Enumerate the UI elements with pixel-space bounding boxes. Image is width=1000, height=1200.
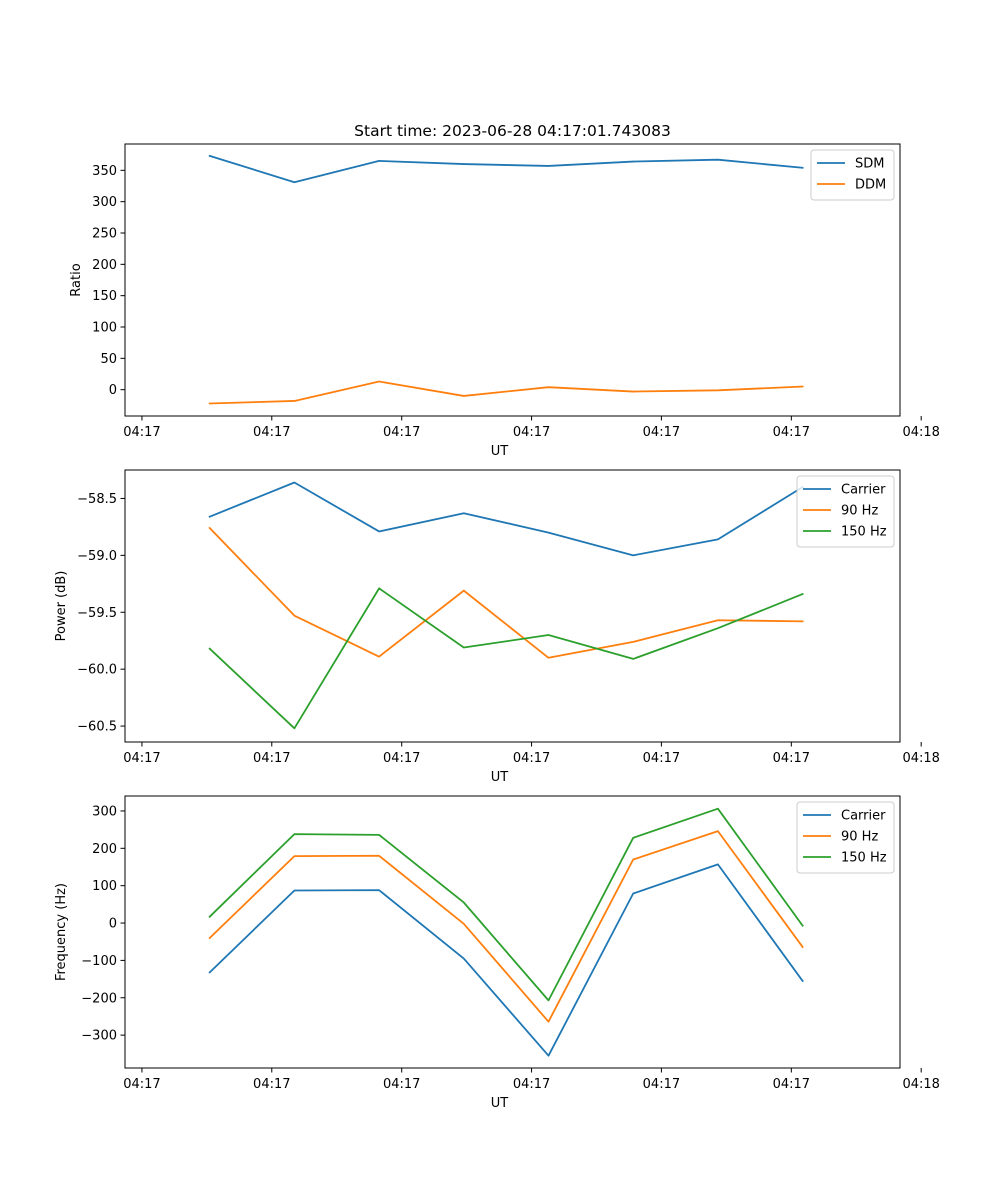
legend-entry-label: 90 Hz [841, 830, 878, 845]
plot-frame [124, 143, 901, 417]
y-tick-label: −60.5 [77, 720, 117, 735]
legend-entry-label: 90 Hz [841, 504, 878, 519]
y-tick-label: 350 [92, 164, 117, 179]
y-tick-label: 100 [92, 321, 117, 336]
x-tick-label: 04:17 [773, 425, 810, 440]
x-tick-label: 04:17 [513, 1077, 550, 1092]
x-tick-label: 04:17 [383, 1077, 420, 1092]
x-tick-label: 04:17 [643, 1077, 680, 1092]
x-axis-label: UT [491, 1096, 509, 1111]
series-line-90-hz [208, 526, 804, 659]
plot-frame [124, 469, 901, 743]
legend: SDM DDM [810, 149, 895, 201]
y-tick-label: −58.5 [77, 492, 117, 507]
x-tick-label: 04:17 [123, 425, 160, 440]
x-axis-label: UT [491, 770, 509, 785]
legend-entry-label: 150 Hz [841, 851, 887, 866]
x-tick-label: 04:18 [902, 425, 939, 440]
x-tick-label: 04:17 [773, 751, 810, 766]
series-line-ddm [208, 380, 804, 405]
y-tick-label: 0 [109, 383, 117, 398]
legend: Carrier 90 Hz 150 Hz [796, 475, 895, 548]
y-tick-label: 100 [92, 879, 117, 894]
y-tick-label: −59.0 [77, 549, 117, 564]
legend-entry-label: DDM [855, 178, 886, 193]
legend-frame [796, 801, 895, 874]
x-axis-label: UT [491, 444, 509, 459]
y-tick-label: −100 [81, 954, 117, 969]
series-line-150-hz [208, 807, 804, 1002]
series-line-90-hz [208, 830, 804, 1023]
y-tick-label: 200 [92, 842, 117, 857]
x-tick-label: 04:17 [773, 1077, 810, 1092]
y-tick-label: 200 [92, 258, 117, 273]
legend-entry-label: SDM [855, 157, 884, 172]
x-tick-label: 04:17 [643, 751, 680, 766]
x-tick-label: 04:17 [513, 751, 550, 766]
y-axis-label: Ratio [69, 263, 84, 296]
chart-panel-1: Start time: 2023-06-28 04:17:01.743083 04… [69, 122, 940, 459]
legend-entry-label: Carrier [841, 483, 886, 498]
y-axis-label: Frequency (Hz) [54, 883, 69, 981]
x-tick-label: 04:17 [123, 751, 160, 766]
chart-title: Start time: 2023-06-28 04:17:01.743083 [354, 122, 671, 140]
x-tick-label: 04:17 [513, 425, 550, 440]
y-tick-label: −300 [81, 1029, 117, 1044]
x-tick-label: 04:18 [902, 751, 939, 766]
y-tick-label: −60.0 [77, 663, 117, 678]
x-tick-label: 04:17 [253, 1077, 290, 1092]
series-line-carrier [208, 481, 804, 557]
x-tick-label: 04:17 [383, 425, 420, 440]
legend-entry-label: Carrier [841, 809, 886, 824]
x-tick-label: 04:17 [253, 425, 290, 440]
y-tick-label: −59.5 [77, 606, 117, 621]
series-line-150-hz [208, 587, 804, 730]
chart-panel-2: 04:17 04:17 04:17 04:17 04:17 04:17 04:18 −60.5… [54, 469, 940, 785]
x-tick-label: 04:17 [643, 425, 680, 440]
y-axis-label: Power (dB) [54, 571, 69, 642]
series-line-carrier [208, 863, 804, 1057]
x-tick-label: 04:17 [123, 1077, 160, 1092]
legend-entry-label: 150 Hz [841, 525, 887, 540]
x-tick-label: 04:17 [253, 751, 290, 766]
x-tick-label: 04:18 [902, 1077, 939, 1092]
legend: Carrier 90 Hz 150 Hz [796, 801, 895, 874]
chart-panel-3: 04:17 04:17 04:17 04:17 04:17 04:17 04:18 −300 −… [54, 795, 940, 1111]
y-tick-label: −200 [81, 991, 117, 1006]
y-tick-label: 250 [92, 226, 117, 241]
y-tick-label: 150 [92, 289, 117, 304]
plot-frame [124, 795, 901, 1069]
y-tick-label: 300 [92, 804, 117, 819]
series-line-sdm [208, 154, 804, 184]
x-tick-label: 04:17 [383, 751, 420, 766]
legend-frame [796, 475, 895, 548]
y-tick-label: 50 [100, 352, 117, 367]
y-tick-label: 0 [109, 917, 117, 932]
y-tick-label: 300 [92, 195, 117, 210]
